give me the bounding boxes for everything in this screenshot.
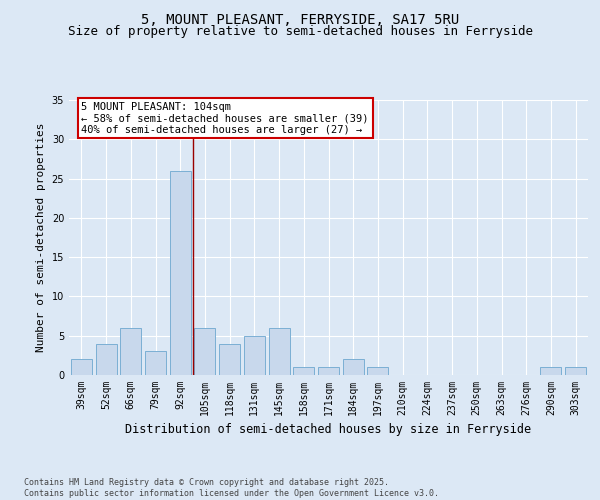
Bar [71, 360, 92, 375]
Text: Contains HM Land Registry data © Crown copyright and database right 2025.
Contai: Contains HM Land Registry data © Crown c… [24, 478, 439, 498]
Bar [219, 344, 240, 375]
Bar [120, 328, 141, 375]
Text: 5, MOUNT PLEASANT, FERRYSIDE, SA17 5RU: 5, MOUNT PLEASANT, FERRYSIDE, SA17 5RU [141, 12, 459, 26]
Bar [367, 367, 388, 375]
Bar [269, 328, 290, 375]
Bar [318, 367, 339, 375]
Bar [170, 170, 191, 375]
Y-axis label: Number of semi-detached properties: Number of semi-detached properties [36, 122, 46, 352]
Text: 5 MOUNT PLEASANT: 104sqm
← 58% of semi-detached houses are smaller (39)
40% of s: 5 MOUNT PLEASANT: 104sqm ← 58% of semi-d… [82, 102, 369, 135]
Bar [541, 367, 562, 375]
X-axis label: Distribution of semi-detached houses by size in Ferryside: Distribution of semi-detached houses by … [125, 424, 532, 436]
Bar [293, 367, 314, 375]
Text: Size of property relative to semi-detached houses in Ferryside: Size of property relative to semi-detach… [67, 25, 533, 38]
Bar [565, 367, 586, 375]
Bar [343, 360, 364, 375]
Bar [95, 344, 116, 375]
Bar [194, 328, 215, 375]
Bar [244, 336, 265, 375]
Bar [145, 352, 166, 375]
